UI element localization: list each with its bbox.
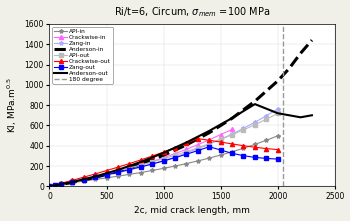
Y-axis label: KI, MPa.m$^{0.5}$: KI, MPa.m$^{0.5}$ bbox=[6, 77, 19, 133]
Legend: API-in, Crackwise-in, Zang-in, Anderson-in, API-out, Crackwise-out, Zang-out, An: API-in, Crackwise-in, Zang-in, Anderson-… bbox=[52, 27, 113, 84]
X-axis label: 2c, mid crack length, mm: 2c, mid crack length, mm bbox=[134, 206, 250, 215]
Title: Ri/t=6, Circum, $\sigma_{mem}$ =100 MPa: Ri/t=6, Circum, $\sigma_{mem}$ =100 MPa bbox=[114, 6, 270, 19]
